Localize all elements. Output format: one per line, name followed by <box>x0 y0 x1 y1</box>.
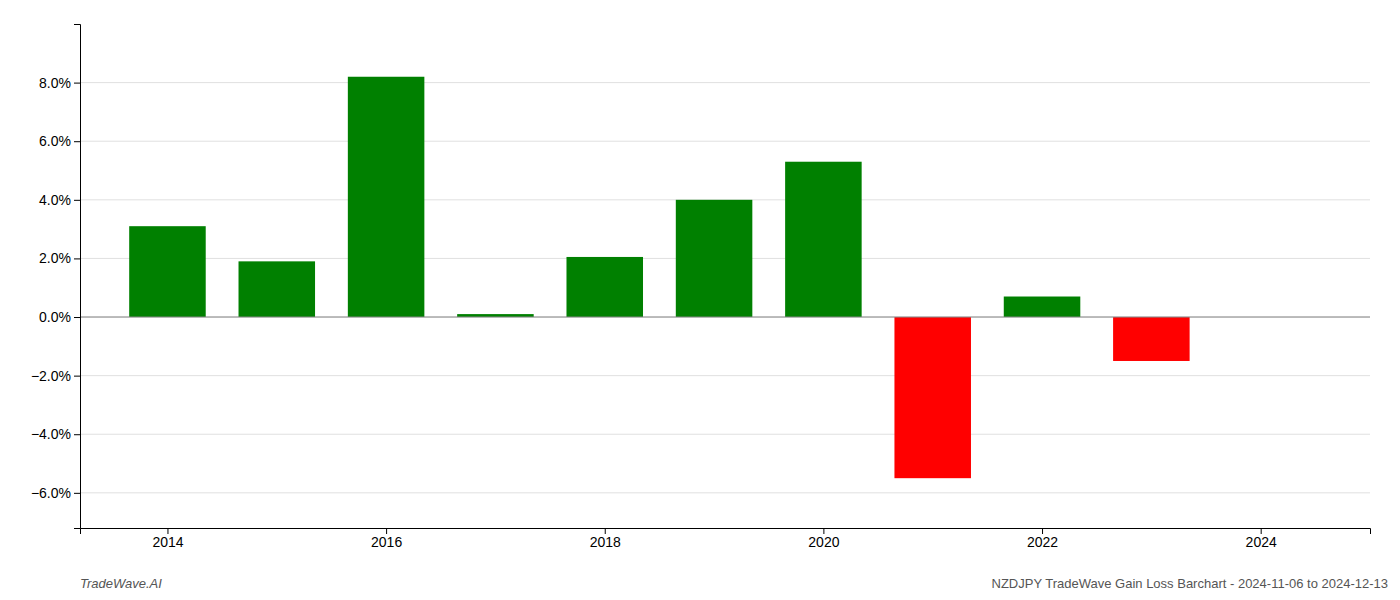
bar <box>348 77 425 317</box>
y-tick-label: 4.0% <box>39 192 71 208</box>
y-tick: −2.0% <box>31 368 80 384</box>
annotation-left: TradeWave.AI <box>80 576 162 591</box>
y-tick: −6.0% <box>31 485 80 501</box>
chart-container: 2014 2016 2018 2020 2022 2024 −6.0% −4.0% −2.0% 0… <box>0 0 1400 600</box>
bar <box>1113 317 1190 361</box>
y-tick-mark <box>74 200 80 201</box>
grid-line <box>80 141 1370 142</box>
bar <box>1004 297 1081 318</box>
x-tick: 2014 <box>152 528 183 550</box>
y-tick: 4.0% <box>39 192 80 208</box>
zero-line <box>80 317 1370 318</box>
y-tick-label: −2.0% <box>31 368 71 384</box>
y-tick-label: 2.0% <box>39 250 71 266</box>
grid <box>80 83 1370 493</box>
x-tick-label: 2018 <box>590 534 621 550</box>
x-tick-label: 2020 <box>808 534 839 550</box>
y-tick-label: −6.0% <box>31 485 71 501</box>
y-tick-mark <box>74 141 80 142</box>
y-tick-mark <box>74 376 80 377</box>
grid-line <box>80 82 1370 83</box>
x-tick: 2018 <box>590 528 621 550</box>
chart-svg: 2014 2016 2018 2020 2022 2024 −6.0% −4.0% −2.0% 0… <box>0 0 1400 600</box>
x-tick-label: 2016 <box>371 534 402 550</box>
grid-line <box>80 492 1370 493</box>
y-tick-mark <box>74 493 80 494</box>
y-tick: 6.0% <box>39 133 80 149</box>
y-tick-mark <box>74 434 80 435</box>
y-tick-label: −4.0% <box>31 426 71 442</box>
y-tick-mark <box>74 258 80 259</box>
x-tick: 2020 <box>808 528 839 550</box>
bar <box>239 261 316 317</box>
y-axis: −6.0% −4.0% −2.0% 0.0% 2.0% 4.0% 6.0% 8.0% <box>31 25 81 529</box>
y-axis-line <box>74 25 81 529</box>
annotations: TradeWave.AI NZDJPY TradeWave Gain Loss B… <box>80 576 1388 591</box>
x-tick: 2024 <box>1246 528 1277 550</box>
x-tick: 2022 <box>1027 528 1058 550</box>
y-tick-mark <box>74 317 80 318</box>
x-tick-label: 2014 <box>152 534 183 550</box>
x-axis: 2014 2016 2018 2020 2022 2024 <box>81 528 1371 550</box>
x-axis-line <box>81 529 1371 535</box>
annotation-right: NZDJPY TradeWave Gain Loss Barchart - 20… <box>992 576 1388 591</box>
x-tick-label: 2024 <box>1246 534 1277 550</box>
y-tick: 8.0% <box>39 75 80 91</box>
grid-line <box>80 375 1370 376</box>
grid-line <box>80 317 1370 318</box>
y-tick-label: 8.0% <box>39 75 71 91</box>
bar <box>785 162 862 317</box>
y-tick: 2.0% <box>39 250 80 266</box>
y-tick: 0.0% <box>39 309 80 325</box>
y-tick-label: 6.0% <box>39 133 71 149</box>
bar <box>676 200 753 317</box>
x-tick: 2016 <box>371 528 402 550</box>
bar <box>129 226 206 317</box>
y-tick: −4.0% <box>31 426 80 442</box>
grid-line <box>80 434 1370 435</box>
y-tick-mark <box>74 83 80 84</box>
x-tick-label: 2022 <box>1027 534 1058 550</box>
y-tick-label: 0.0% <box>39 309 71 325</box>
bar <box>566 257 643 317</box>
plot-area <box>80 77 1370 478</box>
bar <box>894 317 971 478</box>
